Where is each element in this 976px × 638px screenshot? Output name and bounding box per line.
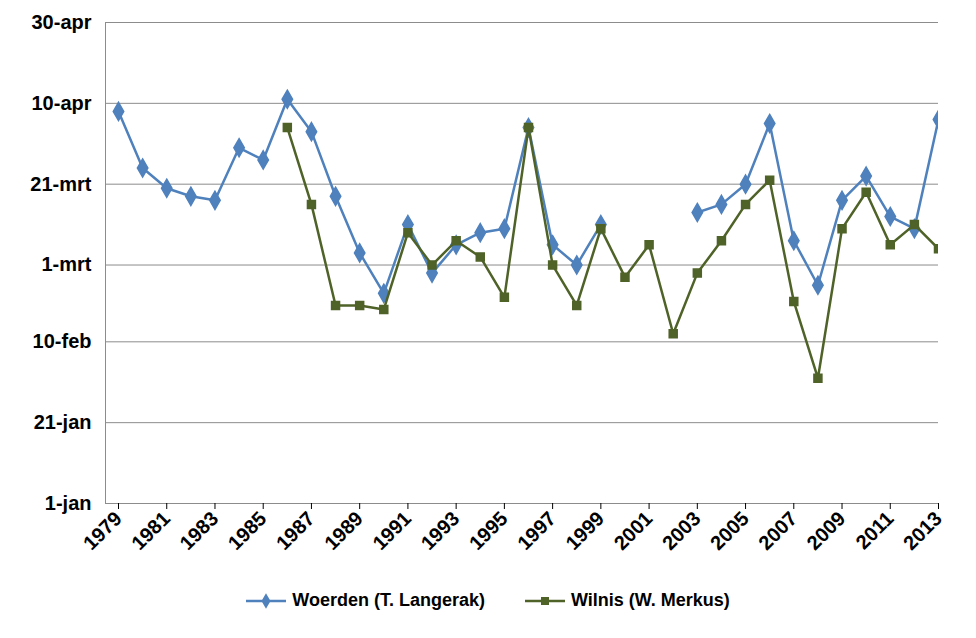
svg-text:1993: 1993: [416, 507, 463, 554]
svg-text:2005: 2005: [706, 507, 753, 554]
svg-text:1-jan: 1-jan: [45, 492, 92, 514]
svg-text:2013: 2013: [899, 507, 946, 554]
svg-text:1985: 1985: [224, 507, 271, 554]
svg-text:2003: 2003: [658, 507, 705, 554]
svg-text:1991: 1991: [368, 507, 415, 554]
svg-text:21-mrt: 21-mrt: [30, 173, 91, 195]
svg-text:2007: 2007: [754, 507, 801, 554]
svg-text:1979: 1979: [79, 507, 126, 554]
svg-text:2009: 2009: [802, 507, 849, 554]
svg-text:10-apr: 10-apr: [31, 92, 91, 114]
svg-text:21-jan: 21-jan: [34, 411, 92, 433]
svg-text:1997: 1997: [513, 507, 560, 554]
svg-text:1989: 1989: [320, 507, 367, 554]
html-text:Woerden (T. Langerak): Woerden (T. Langerak): [292, 590, 485, 610]
svg-text:10-feb: 10-feb: [33, 330, 92, 352]
svg-text:1995: 1995: [465, 507, 512, 554]
svg-text:1999: 1999: [561, 507, 608, 554]
svg-text:2011: 2011: [851, 507, 897, 553]
svg-text:30-apr: 30-apr: [31, 11, 91, 33]
svg-text:1981: 1981: [127, 507, 174, 554]
html-text:Wilnis (W. Merkus): Wilnis (W. Merkus): [570, 590, 730, 610]
svg-text:1983: 1983: [175, 507, 222, 554]
svg-text:2001: 2001: [609, 507, 656, 554]
svg-text:1987: 1987: [272, 507, 319, 554]
svg-text:1-mrt: 1-mrt: [41, 253, 91, 275]
